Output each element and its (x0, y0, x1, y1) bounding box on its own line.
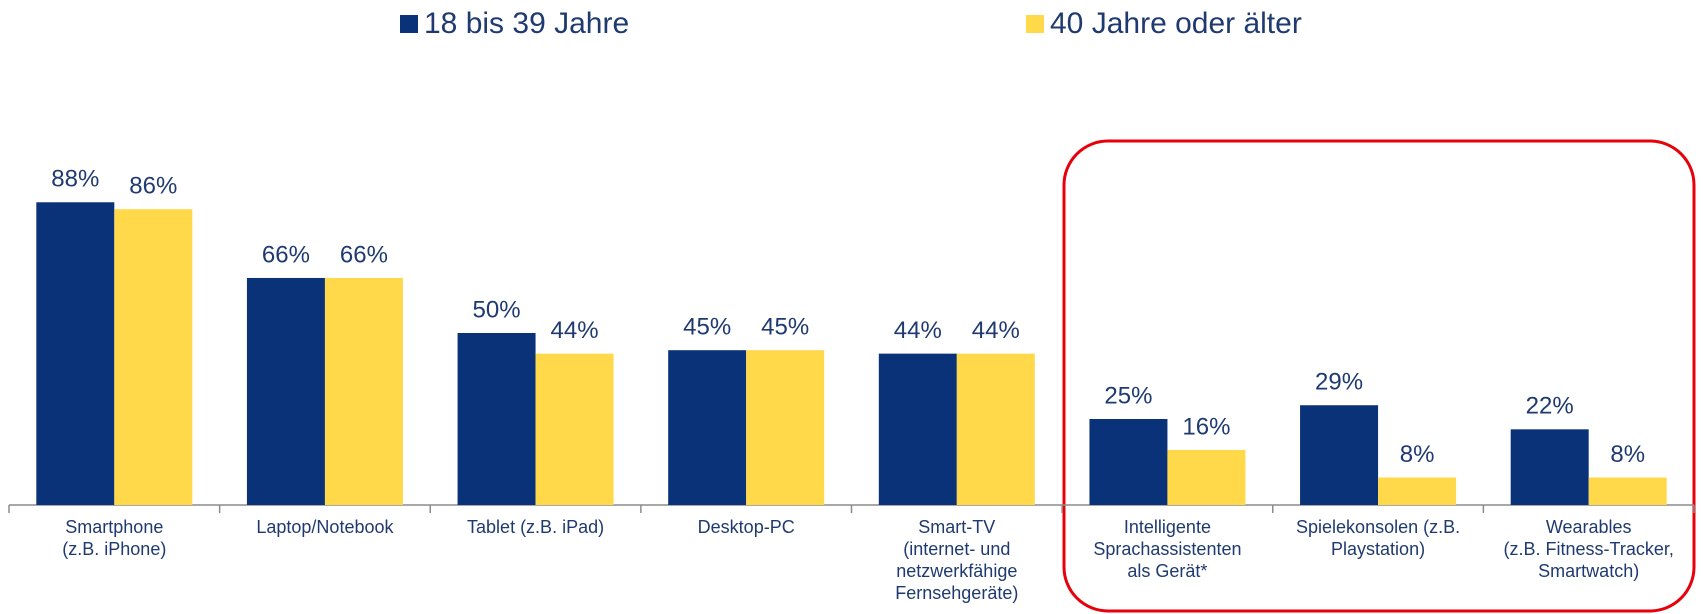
bar (324, 277, 403, 505)
bar (457, 333, 536, 505)
bar (956, 353, 1035, 505)
value-label: 50% (473, 296, 521, 323)
x-tick-label: Desktop-PC (697, 517, 795, 537)
x-tick-label: Wearables (z.B. Fitness-Tracker, Smartwa… (1503, 517, 1674, 581)
legend-swatch (400, 15, 418, 33)
legend-swatch (1026, 15, 1044, 33)
highlight-frame (1062, 139, 1696, 613)
bar (535, 353, 614, 505)
value-label: 44% (894, 317, 942, 344)
x-tick-label: Intelligente Sprachassistenten als Gerät… (1093, 517, 1242, 581)
bar (1300, 405, 1379, 505)
value-label: 8% (1400, 441, 1435, 468)
value-label: 22% (1526, 393, 1574, 420)
value-label: 45% (761, 314, 809, 341)
value-label: 16% (1182, 413, 1230, 440)
bar (668, 350, 747, 505)
value-label: 88% (51, 166, 99, 193)
bar (246, 277, 325, 505)
bar (1588, 477, 1667, 505)
value-label: 66% (340, 241, 388, 268)
x-tick-label: Tablet (z.B. iPad) (467, 517, 605, 537)
legend-label: 40 Jahre oder älter (1050, 7, 1302, 40)
bar (1167, 449, 1246, 505)
bar (1378, 477, 1457, 505)
value-label: 44% (972, 317, 1020, 344)
bar (746, 350, 825, 505)
value-label: 44% (551, 317, 599, 344)
value-label: 29% (1315, 369, 1363, 396)
x-tick-label: Laptop/Notebook (256, 517, 394, 537)
x-tick-label: Smartphone (z.B. iPhone) (62, 517, 167, 559)
bar (114, 209, 193, 505)
legend-label: 18 bis 39 Jahre (424, 7, 629, 40)
value-label: 66% (262, 241, 310, 268)
bar (1510, 429, 1589, 505)
x-tick-label: Spielekonsolen (z.B. Playstation) (1296, 517, 1461, 559)
bar (878, 353, 957, 505)
value-label: 45% (683, 314, 731, 341)
x-tick-label: Smart-TV (internet- und netzwerkfähige F… (895, 517, 1019, 603)
value-label: 8% (1610, 441, 1645, 468)
bar (1089, 419, 1168, 505)
value-label: 86% (129, 173, 177, 200)
bar (36, 202, 115, 505)
value-label: 25% (1104, 382, 1152, 409)
